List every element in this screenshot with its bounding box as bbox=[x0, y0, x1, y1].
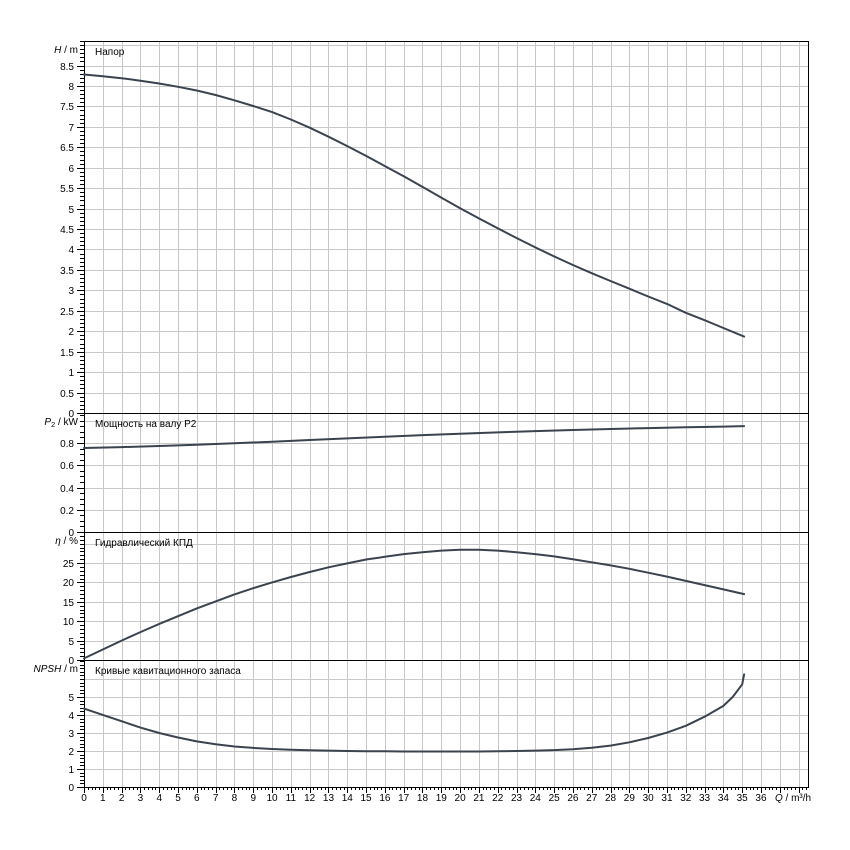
panel-title: Мощность на валу P2 bbox=[95, 419, 197, 430]
x-tick-label: 15 bbox=[361, 793, 373, 804]
x-tick-label: 26 bbox=[567, 793, 579, 804]
x-tick-label: 8 bbox=[232, 793, 238, 804]
x-tick-label: 16 bbox=[379, 793, 391, 804]
x-tick-label: 34 bbox=[718, 793, 730, 804]
y-tick-label: 2 bbox=[68, 747, 74, 758]
y-tick-label: 1 bbox=[68, 368, 74, 379]
y-tick-label: 7.5 bbox=[60, 102, 74, 113]
y-tick-label: 5 bbox=[68, 693, 74, 704]
y-tick-label: 1.5 bbox=[60, 348, 74, 359]
y-tick-label: 3.5 bbox=[60, 266, 74, 277]
head-curve bbox=[83, 73, 746, 338]
x-tick-label: 32 bbox=[680, 793, 692, 804]
panel-efficiency: 0 5 10 15 20 25 η / % Гидравлический КПД bbox=[55, 532, 809, 667]
x-tick-label: 4 bbox=[156, 793, 162, 804]
x-axis: 0 1 2 3 4 5 6 7 8 9 10 11 12 13 14 15 16 17 18 19 20 21 22 23 24… bbox=[81, 787, 811, 804]
x-tick-label: 31 bbox=[661, 793, 673, 804]
npsh-curve bbox=[83, 673, 746, 753]
y-tick-label: 6.5 bbox=[60, 143, 74, 154]
y-tick-label: 2.5 bbox=[60, 307, 74, 318]
panel-title: Напор bbox=[95, 47, 125, 58]
x-tick-label: 22 bbox=[492, 793, 504, 804]
y-axis-label: H / m bbox=[54, 45, 78, 56]
y-tick-label: 0 bbox=[68, 409, 74, 420]
y-tick-label: 15 bbox=[63, 598, 75, 609]
y-tick-label: 25 bbox=[63, 559, 75, 570]
x-tick-label: 21 bbox=[473, 793, 485, 804]
x-axis-label: Q / m³/h bbox=[775, 793, 811, 804]
x-tick-label: 12 bbox=[304, 793, 316, 804]
x-tick-label: 30 bbox=[643, 793, 655, 804]
y-tick-label: 8 bbox=[68, 82, 74, 93]
x-tick-label: 35 bbox=[737, 793, 749, 804]
efficiency-curve bbox=[83, 548, 746, 660]
panel-head: 0 0.5 1 1.5 2 2.5 3 3.5 4 4.5 5 5.5 6 6.5 7 7.5 8 8.5 H / … bbox=[54, 41, 809, 420]
y-tick-label: 3 bbox=[68, 729, 74, 740]
y-tick-label: 7 bbox=[68, 123, 74, 134]
panel-border bbox=[84, 413, 809, 533]
panel-title: Гидравлический КПД bbox=[95, 538, 193, 549]
x-tick-label: 7 bbox=[213, 793, 219, 804]
panel-title: Кривые кавитационного запаса bbox=[95, 666, 241, 677]
y-tick-label: 0 bbox=[68, 528, 74, 539]
x-tick-label: 25 bbox=[549, 793, 561, 804]
x-tick-label: 20 bbox=[455, 793, 467, 804]
x-tick-label: 24 bbox=[530, 793, 542, 804]
x-tick-label: 10 bbox=[266, 793, 278, 804]
x-tick-label: 1 bbox=[100, 793, 106, 804]
x-tick-label: 14 bbox=[342, 793, 354, 804]
y-tick-label: 4 bbox=[68, 711, 74, 722]
y-tick-label: 0.2 bbox=[60, 506, 74, 517]
power-curve bbox=[83, 425, 746, 449]
x-tick-label: 33 bbox=[699, 793, 711, 804]
y-tick-label: 0 bbox=[68, 656, 74, 667]
y-tick-label: 2 bbox=[68, 327, 74, 338]
y-tick-label: 6 bbox=[68, 164, 74, 175]
y-tick-label: 1 bbox=[68, 765, 74, 776]
y-tick-label: 0.5 bbox=[60, 389, 74, 400]
y-tick-label: 4.5 bbox=[60, 225, 74, 236]
x-tick-label: 27 bbox=[586, 793, 598, 804]
x-tick-label: 0 bbox=[81, 793, 87, 804]
y-tick-label: 10 bbox=[63, 617, 75, 628]
y-tick-label: 8.5 bbox=[60, 62, 74, 73]
x-tick-label: 13 bbox=[323, 793, 335, 804]
y-axis-label: P2 / kW bbox=[44, 417, 78, 429]
y-tick-label: 5 bbox=[68, 637, 74, 648]
x-tick-label: 28 bbox=[605, 793, 617, 804]
x-tick-label: 3 bbox=[138, 793, 144, 804]
y-tick-label: 5 bbox=[68, 205, 74, 216]
x-tick-label: 5 bbox=[175, 793, 181, 804]
y-tick-label: 20 bbox=[63, 578, 75, 589]
x-tick-label: 29 bbox=[624, 793, 636, 804]
panel-border bbox=[84, 41, 809, 414]
x-tick-label: 11 bbox=[286, 793, 297, 804]
x-tick-label: 17 bbox=[398, 793, 410, 804]
x-tick-label: 2 bbox=[119, 793, 125, 804]
y-tick-label: 5.5 bbox=[60, 184, 74, 195]
y-tick-label: 0.8 bbox=[60, 439, 74, 450]
x-tick-label: 6 bbox=[194, 793, 200, 804]
x-tick-label: 19 bbox=[436, 793, 448, 804]
x-tick-label: 36 bbox=[755, 793, 767, 804]
y-tick-label: 4 bbox=[68, 245, 74, 256]
panel-border bbox=[84, 660, 809, 788]
y-tick-label: 0.4 bbox=[60, 484, 74, 495]
y-tick-label: 0.6 bbox=[60, 461, 74, 472]
panel-npsh: 0 1 2 3 4 5 NPSH / m Кривые кавитационного запа… bbox=[34, 660, 809, 794]
x-tick-label: 23 bbox=[511, 793, 523, 804]
y-axis-label: η / % bbox=[55, 536, 78, 547]
y-axis-label: NPSH / m bbox=[34, 664, 78, 675]
panel-power: 0 0.2 0.4 0.6 0.8 P2 / kW Мощность на валу P2 bbox=[44, 413, 809, 539]
y-tick-label: 3 bbox=[68, 286, 74, 297]
y-tick-label: 0 bbox=[68, 783, 74, 794]
x-tick-label: 18 bbox=[417, 793, 429, 804]
x-tick-label: 9 bbox=[250, 793, 256, 804]
